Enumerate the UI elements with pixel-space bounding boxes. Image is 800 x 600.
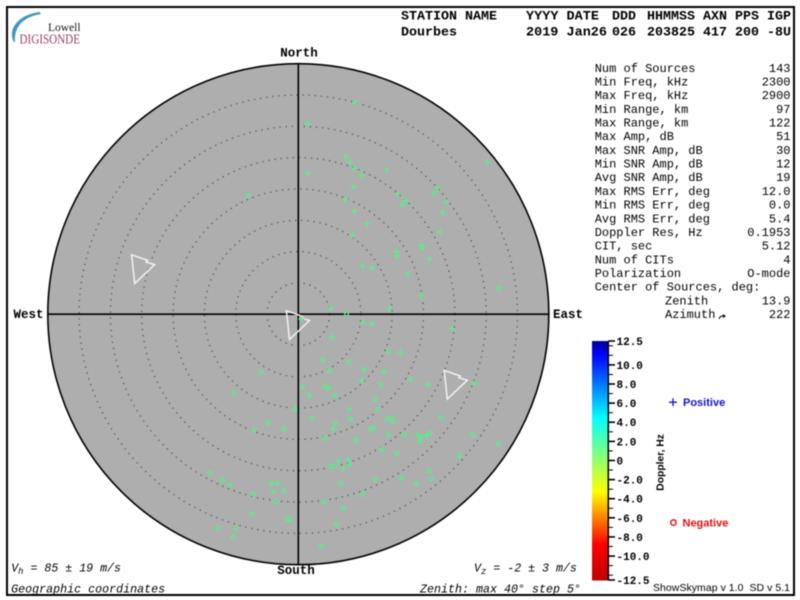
svg-text:-4.0: -4.0 bbox=[617, 495, 643, 507]
svg-text:Lowell: Lowell bbox=[48, 22, 81, 34]
svg-text:ShowSkymap v 1.0 SD v 5.1: ShowSkymap v 1.0 SD v 5.1 bbox=[653, 582, 790, 594]
svg-text:Zenith: Zenith bbox=[665, 294, 708, 308]
svg-text:19: 19 bbox=[776, 171, 790, 185]
svg-text:12.0: 12.0 bbox=[762, 185, 791, 199]
svg-text:STATION NAME: STATION NAME bbox=[401, 10, 497, 24]
svg-text:0.0: 0.0 bbox=[769, 199, 791, 213]
svg-text:2300: 2300 bbox=[762, 76, 791, 90]
svg-text:8.0: 8.0 bbox=[617, 380, 637, 392]
svg-text:Max Amp, dB: Max Amp, dB bbox=[595, 130, 674, 144]
svg-text:2900: 2900 bbox=[762, 89, 791, 103]
svg-text:North: North bbox=[280, 47, 318, 61]
svg-text:Min Range, km: Min Range, km bbox=[595, 103, 689, 117]
svg-text:Azimuth: Azimuth bbox=[665, 308, 715, 322]
svg-text:0.1953: 0.1953 bbox=[747, 226, 790, 240]
svg-text:-10.0: -10.0 bbox=[617, 552, 650, 564]
svg-text:Negative: Negative bbox=[683, 518, 729, 530]
svg-text:10.0: 10.0 bbox=[617, 361, 643, 373]
svg-text:Avg SNR Amp, dB: Avg SNR Amp, dB bbox=[595, 171, 703, 185]
svg-text:Max Freq, kHz: Max Freq, kHz bbox=[595, 89, 689, 103]
svg-text:DIGISONDE: DIGISONDE bbox=[20, 32, 81, 47]
svg-text:-6.0: -6.0 bbox=[617, 514, 643, 526]
svg-text:YYYY DATE: YYYY DATE bbox=[526, 10, 599, 24]
svg-text:203825 417 200 -8U: 203825 417 200 -8U bbox=[647, 26, 791, 40]
svg-text:South: South bbox=[277, 564, 315, 578]
svg-text:Dourbes: Dourbes bbox=[401, 26, 457, 40]
svg-text:West: West bbox=[13, 308, 43, 322]
svg-text:4.0: 4.0 bbox=[617, 418, 637, 430]
svg-text:Num of CITs: Num of CITs bbox=[595, 253, 674, 267]
svg-text:51: 51 bbox=[776, 130, 790, 144]
svg-text:2019 Jan26: 2019 Jan26 bbox=[526, 26, 607, 40]
svg-text:Doppler Res, Hz: Doppler Res, Hz bbox=[595, 226, 703, 240]
svg-text:Geographic coordinates: Geographic coordinates bbox=[11, 583, 165, 596]
svg-text:Num of Sources: Num of Sources bbox=[595, 62, 696, 76]
svg-text:5.12: 5.12 bbox=[762, 240, 791, 254]
svg-text:12: 12 bbox=[776, 158, 790, 172]
svg-text:O-mode: O-mode bbox=[747, 267, 790, 281]
svg-text:Polarization: Polarization bbox=[595, 267, 681, 281]
svg-text:12.5: 12.5 bbox=[617, 337, 644, 349]
svg-text:222: 222 bbox=[769, 308, 791, 322]
svg-text:122: 122 bbox=[769, 117, 791, 131]
svg-text:Positive: Positive bbox=[683, 397, 725, 409]
svg-text:Max Range, km: Max Range, km bbox=[595, 117, 689, 131]
svg-text:5.4: 5.4 bbox=[769, 212, 791, 226]
svg-text:4: 4 bbox=[783, 253, 790, 267]
svg-text:97: 97 bbox=[776, 103, 790, 117]
svg-text:HHMMSS AXN PPS IGP: HHMMSS AXN PPS IGP bbox=[647, 10, 791, 24]
svg-text:Min RMS Err, deg: Min RMS Err, deg bbox=[595, 199, 710, 213]
svg-text:026: 026 bbox=[612, 26, 636, 40]
svg-text:CIT, sec: CIT, sec bbox=[595, 240, 653, 254]
svg-text:Doppler, Hz: Doppler, Hz bbox=[656, 434, 667, 491]
svg-text:Max RMS Err, deg: Max RMS Err, deg bbox=[595, 185, 710, 199]
svg-text:-8.0: -8.0 bbox=[617, 533, 643, 545]
svg-text:Min SNR Amp, dB: Min SNR Amp, dB bbox=[595, 158, 703, 172]
svg-text:0: 0 bbox=[617, 457, 624, 469]
svg-text:East: East bbox=[553, 308, 583, 322]
svg-text:143: 143 bbox=[769, 62, 791, 76]
svg-text:2.0: 2.0 bbox=[617, 437, 637, 449]
svg-text:Zenith: max 40° step 5°: Zenith: max 40° step 5° bbox=[419, 583, 581, 596]
svg-text:-12.5: -12.5 bbox=[617, 576, 650, 588]
svg-text:30: 30 bbox=[776, 144, 790, 158]
svg-text:13.9: 13.9 bbox=[762, 294, 791, 308]
svg-text:Vh = 85 ± 19 m/s: Vh = 85 ± 19 m/s bbox=[11, 563, 121, 578]
svg-text:DDD: DDD bbox=[612, 10, 637, 24]
svg-text:Min Freq, kHz: Min Freq, kHz bbox=[595, 76, 689, 90]
svg-text:Vz = -2 ± 3 m/s: Vz = -2 ± 3 m/s bbox=[474, 563, 577, 578]
svg-text:Avg RMS Err, deg: Avg RMS Err, deg bbox=[595, 212, 710, 226]
svg-text:Center of Sources, deg:: Center of Sources, deg: bbox=[595, 281, 761, 295]
svg-text:Max SNR Amp, dB: Max SNR Amp, dB bbox=[595, 144, 703, 158]
svg-text:-2.0: -2.0 bbox=[617, 476, 643, 488]
svg-text:6.0: 6.0 bbox=[617, 399, 637, 411]
